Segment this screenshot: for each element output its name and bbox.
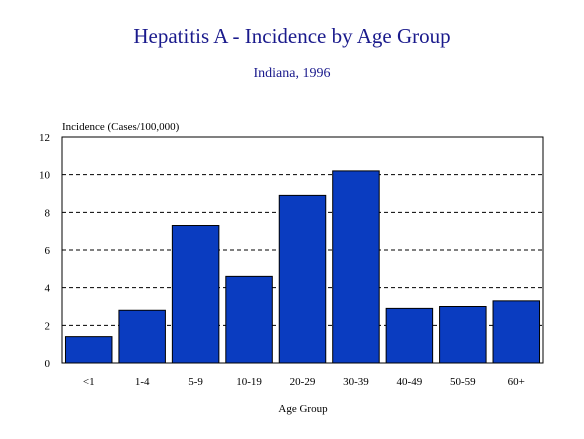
x-tick-label: 50-59 bbox=[450, 376, 476, 388]
y-tick-label: 6 bbox=[45, 245, 51, 257]
x-tick-labels: <1 1-4 5-9 10-19 20-29 30-39 40-49 50-59 60+ bbox=[83, 376, 525, 388]
bar bbox=[225, 275, 273, 364]
bar bbox=[64, 336, 113, 364]
x-tick-label: 60+ bbox=[508, 376, 525, 388]
y-axis-label: Incidence (Cases/100,000) bbox=[62, 121, 180, 133]
bar bbox=[439, 306, 487, 364]
y-tick-label: 8 bbox=[45, 207, 51, 219]
y-tick-label: 2 bbox=[45, 320, 51, 332]
chart-subtitle: Indiana, 1996 bbox=[253, 66, 331, 81]
bars bbox=[64, 170, 541, 364]
y-tick-label: 0 bbox=[45, 358, 51, 370]
x-tick-label: <1 bbox=[83, 376, 95, 388]
x-axis-label: Age Group bbox=[278, 403, 328, 415]
y-tick-label: 10 bbox=[39, 170, 51, 182]
y-tick-label: 4 bbox=[45, 283, 51, 295]
x-tick-label: 10-19 bbox=[236, 376, 262, 388]
chart-title: Hepatitis A - Incidence by Age Group bbox=[133, 24, 451, 48]
bar bbox=[492, 300, 541, 364]
bar bbox=[332, 170, 380, 364]
y-tick-labels: 0 2 4 6 8 10 12 bbox=[39, 132, 51, 370]
x-tick-label: 30-39 bbox=[343, 376, 369, 388]
bar bbox=[171, 225, 220, 364]
bar bbox=[118, 309, 166, 364]
y-tick-label: 12 bbox=[39, 132, 50, 144]
x-tick-label: 5-9 bbox=[188, 376, 203, 388]
bar bbox=[385, 307, 434, 364]
x-tick-label: 20-29 bbox=[290, 376, 316, 388]
x-tick-label: 40-49 bbox=[397, 376, 423, 388]
x-tick-label: 1-4 bbox=[135, 376, 150, 388]
bar bbox=[278, 194, 327, 364]
